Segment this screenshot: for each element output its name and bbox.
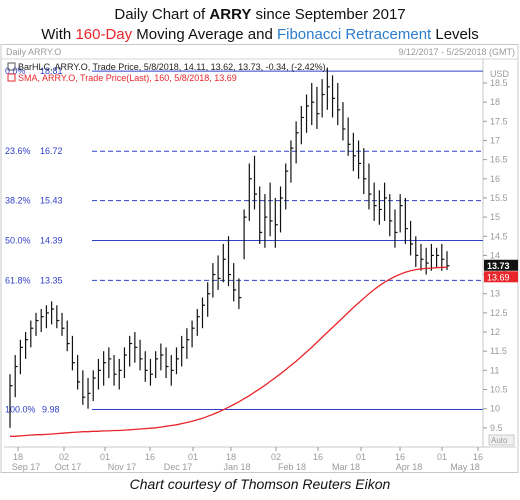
sma-tag-bg <box>484 271 518 283</box>
fib-value-label: 15.43 <box>40 196 63 206</box>
chart-title-line-2: With 160-Day Moving Average and Fibonacc… <box>41 26 479 43</box>
currency-label: USD <box>490 69 510 79</box>
chart-frame <box>0 44 519 473</box>
fib-label: 38.2% <box>5 196 31 206</box>
last-price-tag: 13.73 <box>487 261 510 271</box>
y-tick-label: 14.5 <box>490 231 508 241</box>
sma-160-line <box>10 266 447 437</box>
y-tick-label: 17.5 <box>490 116 508 126</box>
y-tick-label: 12.5 <box>490 308 508 318</box>
x-day-label: 01 <box>188 452 198 462</box>
fib-value-label: 14.39 <box>40 235 63 245</box>
y-tick-label: 10.5 <box>490 385 508 395</box>
x-month-label: Apr 18 <box>396 462 423 472</box>
x-day-label: 02 <box>59 452 69 462</box>
auto-scale-label: Auto <box>491 436 508 445</box>
fib-value-label: 9.98 <box>42 404 60 414</box>
x-day-label: 16 <box>395 452 405 462</box>
fib-label: 50.0% <box>5 235 31 245</box>
y-tick-label: 18 <box>490 97 500 107</box>
y-tick-label: 17 <box>490 135 500 145</box>
fib-value-label: 18.81 <box>40 66 63 76</box>
symbol-label: Daily ARRY.O <box>6 47 61 57</box>
y-tick-label: 15 <box>490 212 500 222</box>
fib-label: 23.6% <box>5 146 31 156</box>
legend-sma-text: SMA, ARRY.O, Trade Price(Last), 160, 5/8… <box>18 73 237 83</box>
y-tick-label: 11 <box>490 365 499 375</box>
chart-title-line-1: Daily Chart of ARRY since September 2017 <box>114 6 406 23</box>
legend-bar-icon <box>7 62 16 71</box>
x-month-label: Jan 18 <box>223 462 250 472</box>
price-chart: Daily ARRY.O 9/12/2017 - 5/25/2018 (GMT) 9… <box>0 44 519 473</box>
y-tick-label: 16.5 <box>490 155 508 165</box>
x-month-label: Nov 17 <box>108 462 137 472</box>
y-tick-label: 11.5 <box>490 346 507 356</box>
fib-label: 61.8% <box>5 275 31 285</box>
x-month-label: Feb 18 <box>278 462 306 472</box>
x-day-label: 18 <box>13 452 23 462</box>
legend-bar-text: BarHLC, ARRY.O, Trade Price, 5/8/2018, 1… <box>18 62 328 72</box>
legend-sma-icon <box>7 73 16 82</box>
sma-tag: 13.69 <box>487 272 510 282</box>
x-month-label: May 18 <box>450 462 480 472</box>
fib-value-label: 16.72 <box>40 146 63 156</box>
fib-value-label: 13.35 <box>40 275 63 285</box>
y-tick-label: 12 <box>490 327 500 337</box>
x-month-label: Oct 17 <box>55 462 82 472</box>
y-tick-label: 13 <box>490 289 500 299</box>
chart-caption: Chart courtesy of Thomson Reuters Eikon <box>129 476 391 492</box>
auto-scale-box <box>488 434 515 446</box>
fib-label: 100.0% <box>5 404 36 414</box>
x-month-label: Dec 17 <box>164 462 193 472</box>
y-tick-label: 15.5 <box>490 193 508 203</box>
x-day-label: 16 <box>313 452 323 462</box>
y-tick-label: 16 <box>490 174 500 184</box>
x-day-label: 18 <box>226 452 236 462</box>
fib-label: 0.0% <box>5 66 26 76</box>
y-tick-label: 9.5 <box>490 423 503 433</box>
x-day-label: 01 <box>437 452 447 462</box>
x-month-label: Sep 17 <box>12 462 41 472</box>
last-price-tag-bg <box>484 259 518 271</box>
y-tick-label: 10 <box>490 404 500 414</box>
x-day-label: 02 <box>271 452 281 462</box>
y-tick-label: 14 <box>490 250 500 260</box>
date-range: 9/12/2017 - 5/25/2018 (GMT) <box>398 47 515 57</box>
x-day-label: 01 <box>100 452 110 462</box>
x-day-label: 16 <box>145 452 155 462</box>
y-tick-label: 18.5 <box>490 78 508 88</box>
x-day-label: 16 <box>473 452 483 462</box>
x-month-label: Mar 18 <box>332 462 360 472</box>
x-day-label: 01 <box>356 452 366 462</box>
